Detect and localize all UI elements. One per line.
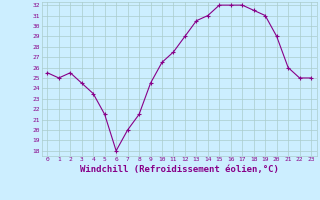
X-axis label: Windchill (Refroidissement éolien,°C): Windchill (Refroidissement éolien,°C) bbox=[80, 165, 279, 174]
